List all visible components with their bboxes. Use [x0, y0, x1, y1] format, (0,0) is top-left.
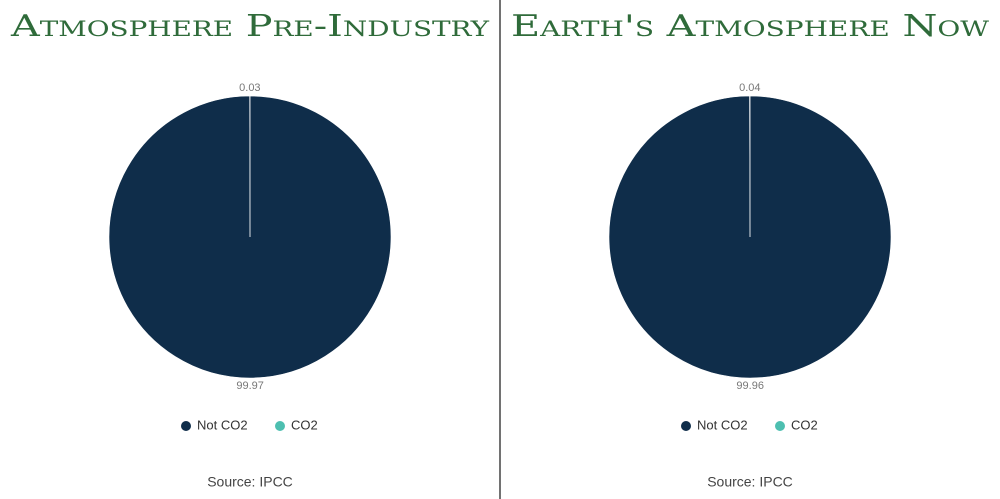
- chart-title: Atmosphere Pre-Industry: [10, 9, 491, 44]
- legend-label: CO2: [291, 417, 318, 432]
- value-label: 99.96: [736, 380, 764, 392]
- legend-marker: [181, 421, 191, 431]
- legend-marker: [775, 421, 785, 431]
- source: Source: IPCC: [707, 474, 793, 490]
- source: Source: IPCC: [207, 474, 293, 490]
- legend-label: Not CO2: [697, 417, 748, 432]
- chart-title: Earth's Atmosphere Now: [511, 9, 990, 44]
- legend-label: Not CO2: [197, 417, 248, 432]
- value-label: 0.03: [239, 82, 260, 94]
- legend-marker: [275, 421, 285, 431]
- legend-marker: [681, 421, 691, 431]
- legend-label: CO2: [791, 417, 818, 432]
- value-label: 0.04: [739, 82, 760, 94]
- value-label: 99.97: [236, 380, 264, 392]
